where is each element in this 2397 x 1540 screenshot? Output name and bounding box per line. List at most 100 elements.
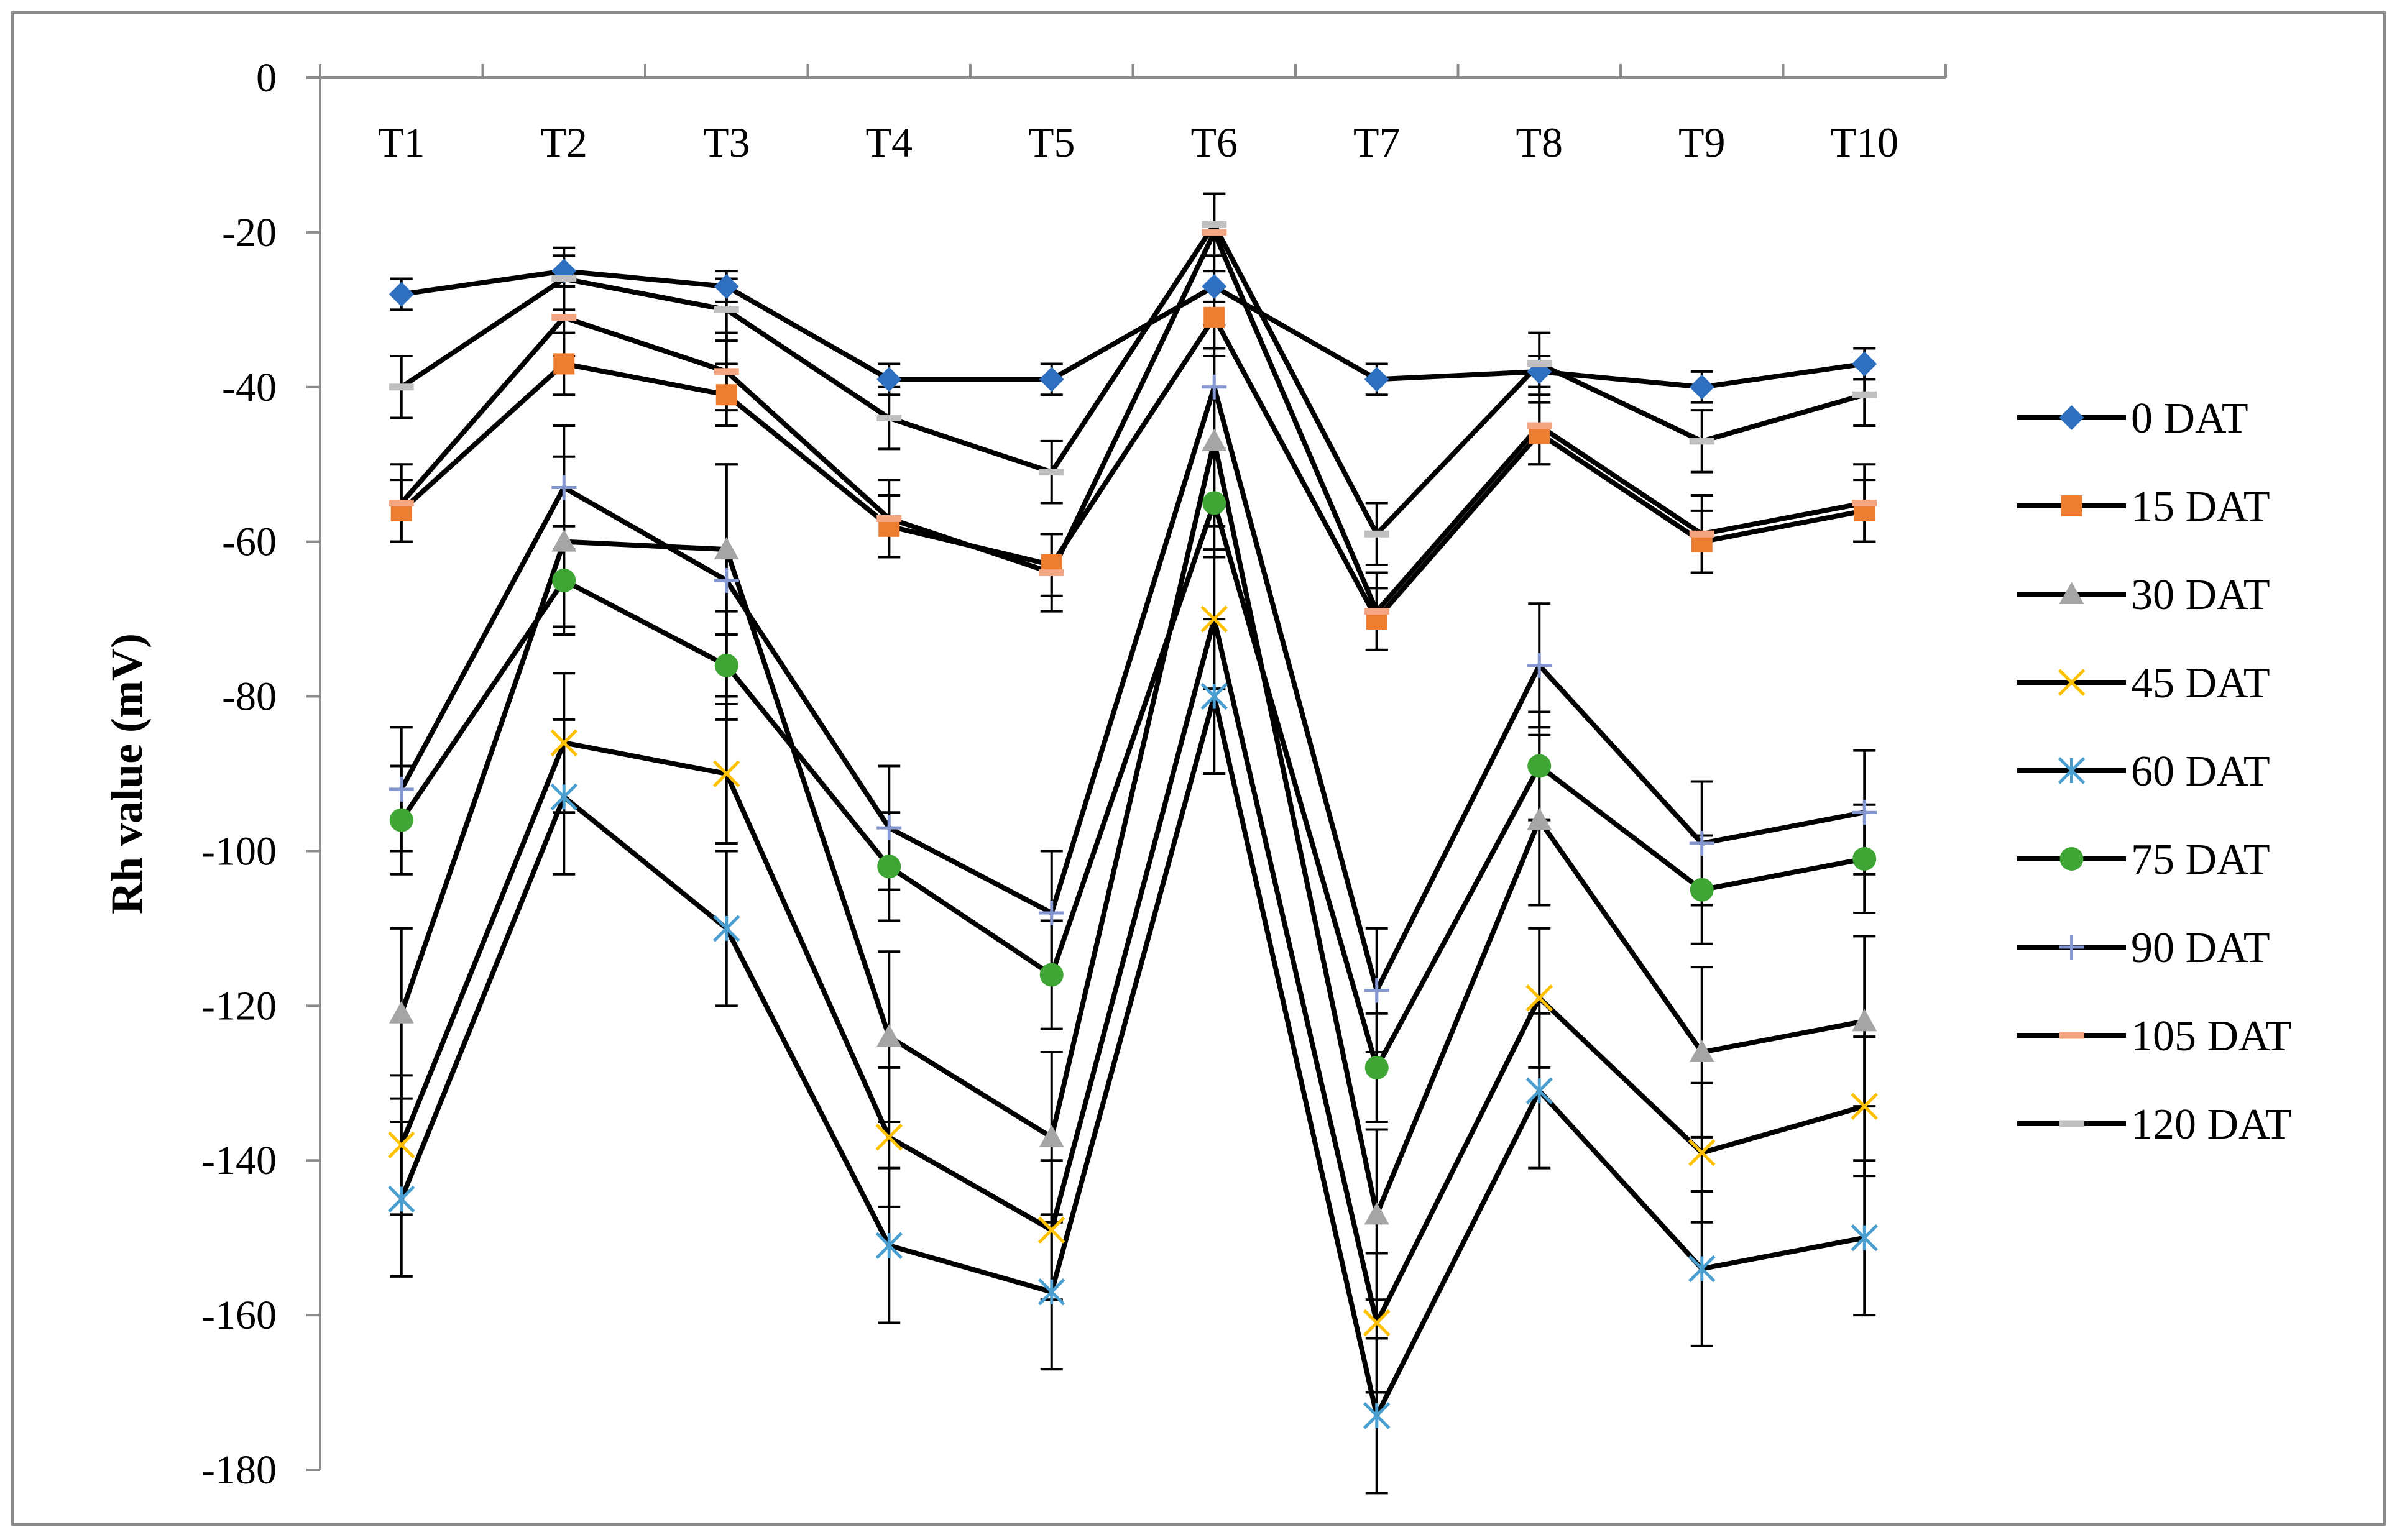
- series-line-15-dat: [400, 314, 1865, 622]
- data-point: [1527, 807, 1552, 830]
- data-point: [714, 537, 739, 560]
- circle-marker: [2059, 847, 2084, 871]
- triangle-marker: [1852, 1009, 1877, 1032]
- data-point: [1037, 1278, 1065, 1306]
- triangle-marker: [1527, 807, 1552, 830]
- data-point: [389, 776, 414, 802]
- x-category-label: T5: [1028, 119, 1075, 166]
- diamond-marker: [2059, 405, 2084, 430]
- data-point: [1039, 963, 1064, 987]
- legend-label: 120 DAT: [2131, 1101, 2292, 1148]
- circle-marker: [552, 568, 576, 592]
- data-point: [875, 1124, 903, 1151]
- data-point: [715, 384, 737, 406]
- data-point: [1202, 491, 1226, 515]
- data-point: [1852, 1009, 1877, 1032]
- data-point: [1200, 605, 1228, 633]
- data-point: [1364, 1202, 1389, 1225]
- data-point: [551, 475, 577, 500]
- data-point: [550, 783, 578, 811]
- x-marker: [875, 1124, 903, 1151]
- square-marker: [553, 353, 575, 375]
- circle-marker: [1202, 491, 1226, 515]
- legend-label: 30 DAT: [2131, 571, 2270, 619]
- data-point: [876, 367, 902, 392]
- series-line-105-dat: [399, 229, 1865, 614]
- data-point: [1851, 1224, 1879, 1252]
- diamond-marker: [1852, 351, 1877, 377]
- data-point: [1037, 1216, 1065, 1244]
- data-point: [1852, 800, 1877, 825]
- legend-label: 90 DAT: [2131, 924, 2270, 972]
- data-point: [1527, 754, 1552, 778]
- data-point: [552, 568, 576, 592]
- triangle-marker: [714, 537, 739, 560]
- data-point: [877, 855, 901, 879]
- triangle-marker: [389, 1001, 414, 1024]
- x-category-label: T6: [1190, 119, 1238, 166]
- data-point: [1203, 306, 1225, 328]
- data-point: [714, 274, 739, 299]
- x-category-label: T1: [378, 119, 425, 166]
- data-point: [2059, 935, 2084, 960]
- series-line-60-dat: [399, 694, 1865, 1418]
- data-point: [1202, 374, 1227, 400]
- data-point: [1851, 1093, 1879, 1120]
- circle-marker: [1039, 963, 1064, 987]
- legend-label: 105 DAT: [2131, 1012, 2292, 1060]
- y-tick-label: -100: [201, 828, 277, 874]
- series-line-90-dat: [399, 384, 1865, 993]
- series-line-120-dat: [400, 222, 1866, 537]
- x-marker: [1200, 605, 1228, 633]
- data-point: [1689, 1040, 1714, 1062]
- data-point: [389, 282, 414, 307]
- x-marker: [1851, 1093, 1879, 1120]
- y-tick-label: 0: [256, 55, 277, 101]
- data-point: [1852, 351, 1877, 377]
- y-tick-label: -180: [201, 1447, 277, 1493]
- diamond-marker: [1039, 367, 1064, 392]
- data-point: [876, 815, 902, 841]
- circle-marker: [877, 855, 901, 879]
- legend-label: 45 DAT: [2131, 659, 2270, 707]
- y-tick-label: -140: [201, 1138, 277, 1183]
- legend-item: 75 DAT: [2017, 836, 2270, 884]
- x-category-label: T3: [703, 119, 750, 166]
- triangle-marker: [1364, 1202, 1389, 1225]
- legend-label: 15 DAT: [2131, 483, 2270, 531]
- y-axis-title: Rh value (mV): [102, 633, 152, 914]
- data-point: [1039, 367, 1064, 392]
- legend-label: 75 DAT: [2131, 836, 2270, 884]
- data-point: [1690, 878, 1714, 902]
- y-tick-label: -60: [222, 520, 277, 565]
- y-tick-label: -20: [222, 210, 277, 255]
- circle-marker: [389, 808, 413, 832]
- series-layer: [387, 192, 1879, 1495]
- data-point: [2058, 757, 2086, 784]
- data-point: [1852, 846, 1877, 871]
- legend-item: 45 DAT: [2017, 659, 2270, 707]
- y-tick-label: -80: [222, 674, 277, 720]
- data-point: [550, 729, 578, 756]
- data-point: [387, 1185, 415, 1213]
- triangle-marker: [1689, 1040, 1714, 1062]
- series-line-75-dat: [399, 500, 1865, 1070]
- diamond-marker: [714, 274, 739, 299]
- x-category-label: T10: [1830, 119, 1898, 166]
- x-category-label: T2: [540, 119, 587, 166]
- legend: 0 DAT 15 DAT 30 DAT 45 DAT 60 DAT 75 DAT 90 DA…: [2017, 395, 2292, 1148]
- data-point: [2058, 669, 2086, 696]
- data-point: [1689, 374, 1714, 400]
- triangle-marker: [1202, 428, 1227, 451]
- data-point: [1689, 831, 1714, 856]
- legend-label: 0 DAT: [2131, 395, 2248, 442]
- data-point: [876, 1024, 902, 1047]
- x-marker: [1037, 1216, 1065, 1244]
- data-point: [2059, 582, 2084, 604]
- y-tick-label: -40: [222, 365, 277, 410]
- legend-item: 0 DAT: [2017, 395, 2248, 442]
- diamond-marker: [1689, 374, 1714, 400]
- triangle-marker: [2059, 582, 2084, 604]
